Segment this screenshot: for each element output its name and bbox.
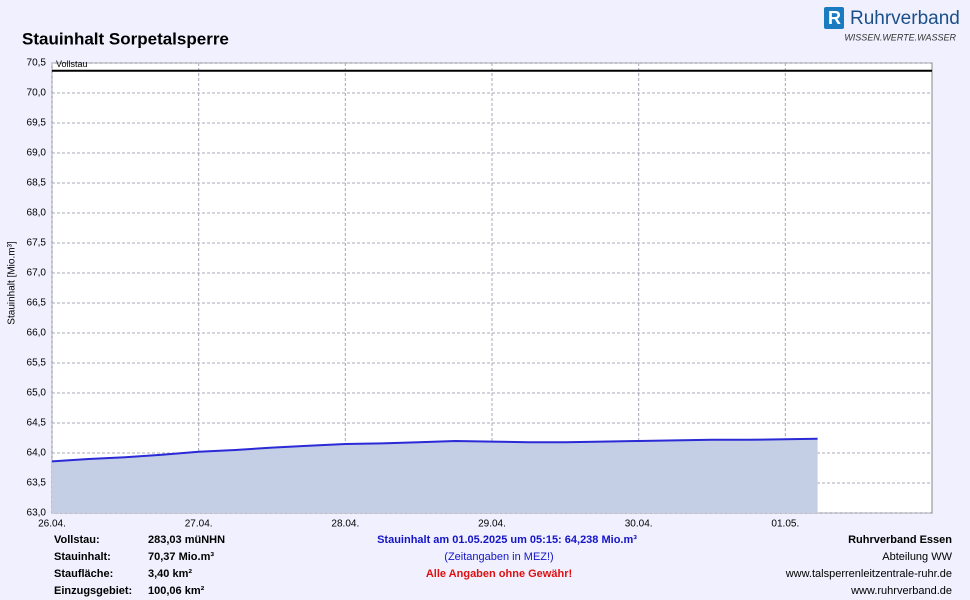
y-tick-label: 69,0 xyxy=(27,148,47,159)
y-tick-label: 65,0 xyxy=(27,388,47,399)
x-tick-label: 30.04. xyxy=(625,519,653,530)
y-tick-label: 64,0 xyxy=(27,448,47,459)
x-tick-label: 26.04. xyxy=(38,519,66,530)
y-tick-label: 67,5 xyxy=(27,238,47,249)
logo: R Ruhrverband WISSEN.WERTE.WASSER xyxy=(824,7,960,42)
org-url: www.talsperrenleitzentrale-ruhr.de xyxy=(785,568,952,580)
y-tick-label: 66,0 xyxy=(27,328,47,339)
fact-label: Vollstau: xyxy=(54,534,100,546)
logo-icon xyxy=(824,7,844,29)
fact-label: Staufläche: xyxy=(54,568,113,580)
reference-label: Vollstau xyxy=(56,59,88,69)
footer: Vollstau: 283,03 müNHN Stauinhalt: 70,37… xyxy=(54,534,953,597)
y-tick-label: 63,5 xyxy=(27,478,47,489)
y-tick-label: 64,5 xyxy=(27,418,47,429)
y-tick-label: 70,0 xyxy=(27,88,47,99)
fact-label: Stauinhalt: xyxy=(54,551,111,563)
y-axis-label: Stauinhalt [Mio.m³] xyxy=(7,241,18,325)
fact-value: 70,37 Mio.m³ xyxy=(148,551,214,563)
y-tick-label: 65,5 xyxy=(27,358,47,369)
x-tick-label: 29.04. xyxy=(478,519,506,530)
fact-value: 3,40 km² xyxy=(148,568,192,580)
x-tick-label: 01.05. xyxy=(771,519,799,530)
chart-title: Stauinhalt Sorpetalsperre xyxy=(22,29,229,48)
org-name: Ruhrverband Essen xyxy=(848,534,952,546)
org-url: www.ruhrverband.de xyxy=(850,585,952,597)
fact-label: Einzugsgebiet: xyxy=(54,585,132,597)
y-tick-label: 70,5 xyxy=(27,58,47,69)
y-tick-label: 68,5 xyxy=(27,178,47,189)
y-tick-label: 63,0 xyxy=(27,508,47,519)
logo-slogan: WISSEN.WERTE.WASSER xyxy=(844,32,956,42)
logo-name: Ruhrverband xyxy=(850,8,960,29)
logo-icon-letter: R xyxy=(828,8,841,28)
org-dept: Abteilung WW xyxy=(882,551,952,563)
line xyxy=(51,437,818,463)
current-value: Stauinhalt am 01.05.2025 um 05:15: 64,23… xyxy=(377,534,637,546)
y-tick-label: 69,5 xyxy=(27,118,47,129)
y-tick-label: 68,0 xyxy=(27,208,47,219)
fact-value: 283,03 müNHN xyxy=(148,534,225,546)
x-tick-label: 28.04. xyxy=(331,519,359,530)
timezone-note: (Zeitangaben in MEZ!) xyxy=(444,551,553,563)
y-tick-label: 66,5 xyxy=(27,298,47,309)
y-tick-label: 67,0 xyxy=(27,268,47,279)
disclaimer: Alle Angaben ohne Gewähr! xyxy=(426,568,572,580)
area xyxy=(52,438,818,513)
fact-value: 100,06 km² xyxy=(148,585,205,597)
x-tick-label: 27.04. xyxy=(185,519,213,530)
